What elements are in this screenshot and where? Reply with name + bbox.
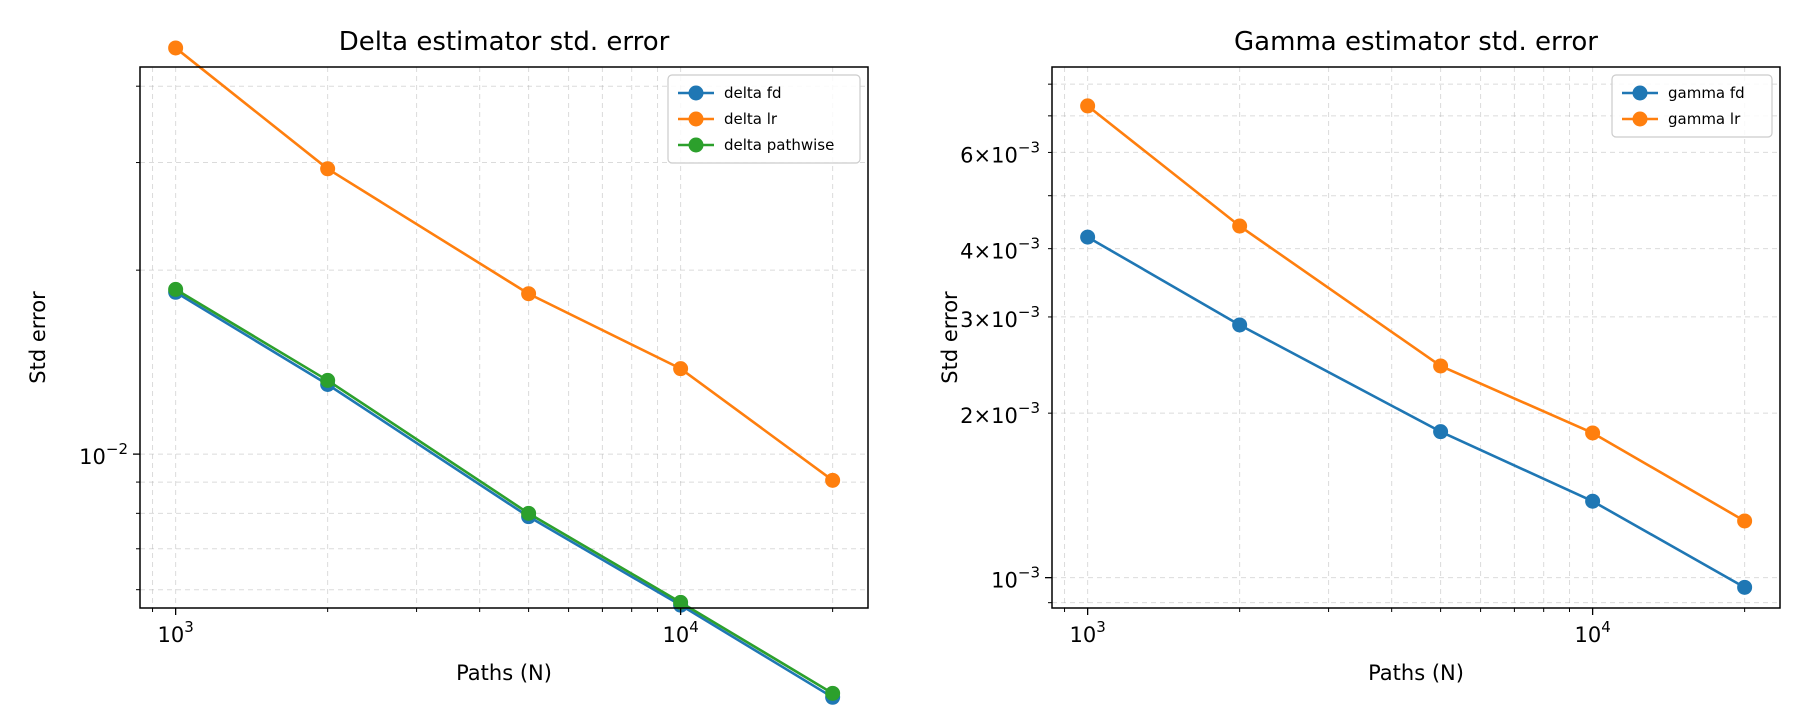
data-point [1737,579,1753,595]
data-point [1080,229,1096,245]
plot-frame [139,66,869,609]
legend: delta fd delta lr delta pathwise [667,74,861,164]
legend-label: delta lr [724,110,778,128]
legend: gamma fd gamma lr [1611,74,1773,138]
legend-label: delta fd [724,84,782,102]
legend-label: delta pathwise [724,136,834,154]
data-point [825,472,841,488]
series-delta-pathwise [168,281,841,701]
legend-item: delta lr [678,110,778,128]
data-point [1585,493,1601,509]
legend-label: gamma fd [1668,84,1745,102]
series-delta-lr [168,40,841,488]
y-tick-label: 10−2 [79,440,128,469]
axis-ticks [1045,83,1746,615]
x-axis-label: Paths (N) [1368,661,1464,685]
legend-item: delta fd [678,84,782,102]
x-axis-label: Paths (N) [456,661,552,685]
data-point [825,685,841,701]
legend-item: delta pathwise [678,136,834,154]
series-delta-fd [168,284,841,705]
y-axis-label: Std error [938,291,962,384]
legend-label: gamma lr [1668,110,1741,128]
data-point [673,594,689,610]
legend-box [1611,74,1773,138]
data-point [1232,218,1248,234]
plot-frame [1051,66,1781,609]
x-tick-label: 104 [1574,618,1610,647]
series-gamma-fd [1080,229,1753,595]
data-point [320,372,336,388]
legend-item: gamma lr [1622,110,1741,128]
series-line [1086,104,1746,523]
chart-title: Delta estimator std. error [339,27,670,57]
x-tick-label: 103 [158,618,194,647]
legend-marker [688,85,704,101]
data-point [168,40,184,56]
axis-ticks [133,85,834,615]
chart-1: 103 104 10−2 Delta estimator std. error Path… [26,27,869,705]
data-point [521,286,537,302]
data-point [168,281,184,297]
legend-marker [688,111,704,127]
y-tick-label: 6×10−3 [960,138,1040,167]
data-point [1232,317,1248,333]
legend-box [667,74,861,164]
grid [1052,67,1780,608]
data-point [1433,424,1449,440]
chart-title: Gamma estimator std. error [1234,27,1598,57]
x-tick-label: 104 [662,618,698,647]
chart-2: 103 104 10−3 2×10−3 3×10−3 4×10−3 6×10−3 Gamma … [938,27,1781,685]
data-point [521,505,537,521]
series-line [174,291,834,699]
series-line [1086,235,1746,589]
series-line [174,288,834,695]
x-tick-label: 103 [1070,618,1106,647]
y-axis-label: Std error [26,291,50,384]
y-tick-label: 3×10−3 [960,303,1040,332]
y-tick-label: 2×10−3 [960,399,1040,428]
series-gamma-lr [1080,98,1753,529]
data-point [1080,98,1096,114]
legend-marker [1632,85,1648,101]
data-point [1433,358,1449,374]
data-point [673,361,689,377]
data-point [1585,425,1601,441]
data-point [320,161,336,177]
legend-marker [1632,111,1648,127]
legend-item: gamma fd [1622,84,1745,102]
legend-marker [688,137,704,153]
y-tick-label: 4×10−3 [960,235,1040,264]
data-point [1737,513,1753,529]
y-tick-label: 10−3 [991,564,1040,593]
